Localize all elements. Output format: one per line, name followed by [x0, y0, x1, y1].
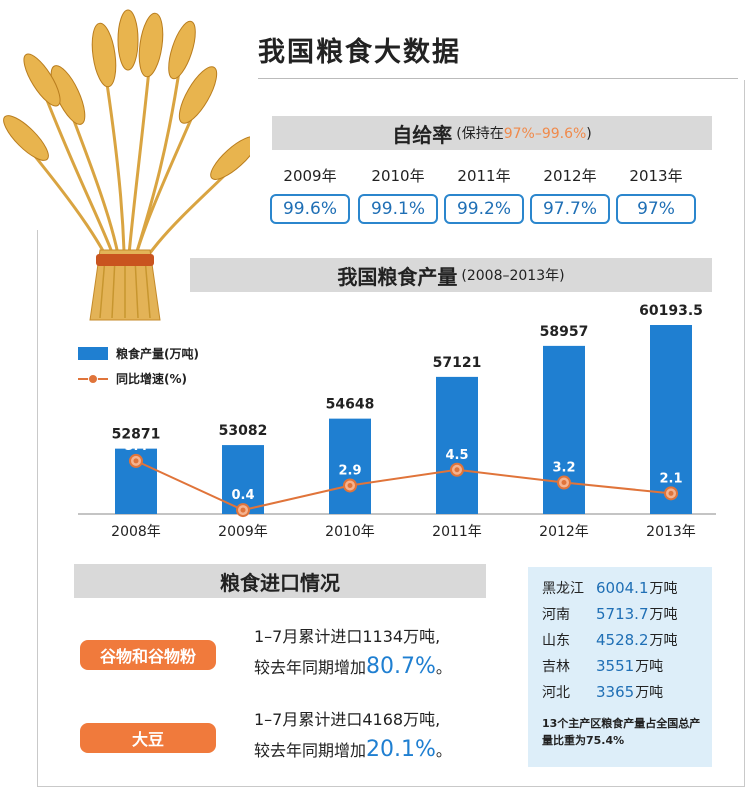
legend-bar-swatch [78, 347, 108, 360]
import-increase-pct: 20.1% [366, 737, 436, 762]
province-unit: 万吨 [635, 659, 664, 675]
rate-value: 99.2% [444, 194, 524, 224]
province-value: 3365 [596, 683, 635, 701]
province-note: 13个主产区粮食产量占全国总产量比重为75.4% [542, 717, 701, 747]
growth-label: 3.2 [552, 461, 575, 476]
page-title: 我国粮食大数据 [258, 37, 461, 68]
rate-value: 97.7% [530, 194, 610, 224]
province-value: 6004.1 [596, 579, 649, 597]
bar-2013年 [650, 325, 692, 514]
province-row: 山东 4528.2 万吨 [542, 629, 707, 651]
rate-year: 2009年 [283, 167, 337, 185]
x-tick-label: 2013年 [646, 524, 696, 540]
production-header: 我国粮食产量 (2008–2013年) [190, 258, 712, 292]
x-tick-label: 2009年 [218, 524, 268, 540]
import-increase-pct: 80.7% [366, 654, 436, 679]
growth-line [135, 459, 672, 512]
province-value: 3551 [596, 657, 635, 675]
growth-label: 4.5 [445, 448, 468, 463]
growth-label: 2.1 [659, 471, 682, 486]
legend-growth: 同比增速(%) [78, 370, 187, 387]
import-tag-soybean: 大豆 [80, 723, 216, 753]
legend-production: 粮食产量(万吨) [78, 345, 199, 362]
province-name: 河南 [542, 607, 570, 623]
bar-value-label: 53082 [219, 423, 268, 439]
import-line: 1–7月累计进口4168万吨, [254, 710, 441, 729]
frame-line-left [37, 230, 38, 786]
title-divider [258, 78, 738, 79]
wheat-illustration [3, 9, 250, 321]
province-name: 黑龙江 [542, 581, 584, 597]
growth-point-dot [668, 490, 674, 496]
x-tick-label: 2010年 [325, 524, 375, 540]
province-value: 5713.7 [596, 605, 649, 623]
self-sufficiency-note: (保持在97%–99.6%) [456, 126, 592, 142]
bar-value-label: 52871 [112, 427, 161, 443]
bar-2011年 [436, 376, 478, 514]
province-unit: 万吨 [649, 607, 678, 623]
bar-value-label: 60193.5 [639, 303, 703, 319]
bar-value-label: 57121 [433, 355, 482, 371]
province-name: 山东 [542, 633, 570, 649]
province-row: 河北 3365 万吨 [542, 681, 707, 703]
import-text-grain: 1–7月累计进口1134万吨, 较去年同期增加80.7%。 [254, 622, 452, 683]
x-tick-label: 2012年 [539, 524, 589, 540]
legend-bar-label: 粮食产量(万吨) [116, 347, 199, 361]
import-tag-grain: 谷物和谷物粉 [80, 640, 216, 670]
self-sufficiency-heading: 自给率 [392, 122, 453, 147]
growth-label: 0.4 [231, 488, 254, 503]
growth-point-dot [240, 507, 246, 513]
imports-header: 粮食进口情况 [74, 564, 486, 598]
province-unit: 万吨 [649, 581, 678, 597]
province-row: 河南 5713.7 万吨 [542, 603, 707, 625]
bar-2009年 [222, 445, 264, 514]
growth-point-dot [133, 458, 139, 464]
growth-label: 5.4 [124, 439, 147, 454]
growth-point-dot [454, 467, 460, 473]
bar-value-label: 54648 [326, 397, 375, 413]
province-row: 黑龙江 6004.1 万吨 [542, 577, 707, 599]
rate-year: 2012年 [543, 167, 597, 185]
rate-year: 2010年 [371, 167, 425, 185]
bar-value-label: 58957 [540, 324, 589, 340]
growth-label: 2.9 [338, 463, 361, 478]
rate-year: 2011年 [457, 167, 511, 185]
bar-2010年 [329, 418, 371, 514]
province-name: 吉林 [542, 659, 570, 675]
province-unit: 万吨 [649, 633, 678, 649]
self-sufficiency-header: 自给率 (保持在97%–99.6%) [272, 116, 712, 150]
production-period: (2008–2013年) [461, 268, 565, 284]
import-line: 较去年同期增加80.7%。 [254, 654, 452, 679]
frame-line-right [744, 80, 745, 786]
rate-value: 97% [616, 194, 696, 224]
province-panel: 黑龙江 6004.1 万吨 河南 5713.7 万吨 山东 4528.2 万吨 … [528, 567, 712, 767]
import-line: 较去年同期增加20.1%。 [254, 737, 452, 762]
rate-value: 99.1% [358, 194, 438, 224]
province-name: 河北 [542, 685, 570, 701]
province-unit: 万吨 [635, 685, 664, 701]
frame-line-bottom [37, 786, 745, 787]
production-chart: 52871 2008年 53082 2009年 54648 2010年 57121 2011年… [78, 303, 716, 540]
x-tick-label: 2008年 [111, 524, 161, 540]
import-text-soybean: 1–7月累计进口4168万吨, 较去年同期增加20.1%。 [254, 705, 452, 766]
x-tick-label: 2011年 [432, 524, 482, 540]
province-value: 4528.2 [596, 631, 649, 649]
growth-point-dot [347, 482, 353, 488]
import-line: 1–7月累计进口1134万吨, [254, 627, 441, 646]
province-row: 吉林 3551 万吨 [542, 655, 707, 677]
legend-line-label: 同比增速(%) [116, 372, 187, 386]
imports-heading: 粮食进口情况 [220, 570, 340, 595]
growth-point-dot [561, 480, 567, 486]
rate-value: 99.6% [270, 194, 350, 224]
rate-year: 2013年 [629, 167, 683, 185]
legend-line-swatch [78, 372, 108, 385]
production-heading: 我国粮食产量 [337, 264, 458, 289]
